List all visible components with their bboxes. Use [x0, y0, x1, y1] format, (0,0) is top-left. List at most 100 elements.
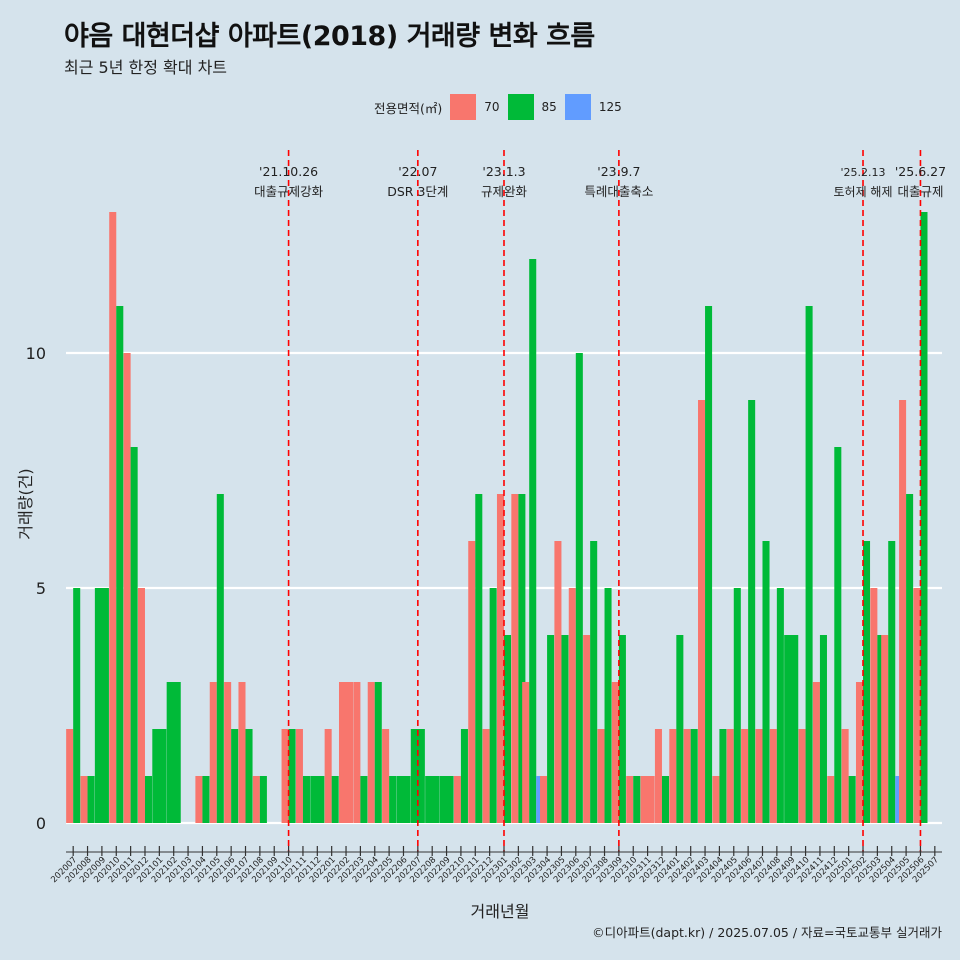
bar-70-202506 [913, 588, 921, 823]
bar-85-202406 [748, 400, 756, 823]
bar-85-202404 [719, 729, 727, 823]
bar-70-202405 [726, 729, 734, 823]
event-date-label: '23.1.3 [482, 164, 525, 179]
bar-70-202304 [540, 776, 548, 823]
bar-85-202403 [705, 306, 713, 823]
bar-85-202107 [245, 729, 253, 823]
bar-70-202011 [123, 353, 131, 823]
bar-85-202111 [302, 776, 310, 823]
y-axis-title: 거래량(건) [16, 468, 35, 540]
bar-70-202007 [66, 729, 74, 823]
bar-85-202501 [848, 776, 856, 823]
bar-70-202311 [640, 776, 655, 823]
bar-70-202305 [554, 541, 562, 823]
bar-70-202503 [870, 588, 878, 823]
legend-label-125: 125 [598, 100, 622, 114]
bar-70-202205 [382, 729, 390, 823]
chart-subtitle: 최근 5년 한정 확대 차트 [64, 58, 228, 77]
bar-70-202412 [827, 776, 835, 823]
bar-85-202112 [310, 776, 325, 823]
bar-85-202308 [604, 588, 612, 823]
bar-85-202102 [166, 682, 181, 823]
bar-70-202306 [568, 588, 576, 823]
bar-70-202212 [482, 729, 490, 823]
bar-85-202303 [529, 259, 537, 823]
legend-title: 전용면적(㎡) [374, 100, 443, 116]
bar-70-202107 [238, 682, 246, 823]
bar-125-202303 [536, 776, 544, 823]
bar-85-202012 [144, 776, 153, 823]
legend-label-85: 85 [541, 100, 557, 114]
legend-label-70: 70 [484, 100, 500, 114]
bar-70-202104 [195, 776, 203, 823]
x-axis-title: 거래년월 [470, 902, 530, 921]
bar-70-202505 [899, 400, 907, 823]
bar-70-202406 [741, 729, 749, 823]
bar-85-202410 [805, 306, 813, 823]
bar-85-202205 [389, 776, 397, 823]
bar-85-202312 [661, 776, 670, 823]
bar-70-202204 [367, 682, 375, 823]
bar-125-202504 [895, 776, 903, 823]
bars [66, 212, 928, 823]
bar-85-202009 [94, 588, 109, 823]
bar-85-202204 [374, 682, 382, 823]
bar-70-202502 [855, 682, 864, 823]
bar-70-202410 [798, 729, 806, 823]
bar-85-202201 [331, 776, 339, 823]
bar-85-202010 [116, 306, 124, 823]
bar-70-202012 [137, 588, 145, 823]
bar-70-202309 [611, 682, 619, 823]
bar-70-202008 [80, 776, 88, 823]
bar-70-202404 [712, 776, 720, 823]
bar-85-202101 [152, 729, 167, 823]
bar-85-202407 [762, 541, 770, 823]
legend-item-70: 70 [450, 94, 500, 120]
bar-70-202403 [698, 400, 706, 823]
bar-70-202203 [353, 682, 361, 823]
bar-85-202007 [73, 588, 81, 823]
event-date-label: '21.10.26 [259, 164, 318, 179]
bar-85-202212 [489, 588, 497, 823]
bar-85-202310 [633, 776, 641, 823]
bar-70-202411 [812, 682, 820, 823]
bar-70-202108 [252, 776, 260, 823]
bar-85-202208 [425, 776, 440, 823]
y-tick-label: 0 [36, 814, 46, 833]
caption: ©디아파트(dapt.kr) / 2025.07.05 / 자료=국토교통부 실… [592, 925, 942, 940]
event-name-label: 대출규제 [897, 184, 943, 199]
bar-85-202504 [888, 541, 896, 823]
bar-85-202206 [396, 776, 411, 823]
bar-70-202210 [453, 776, 461, 823]
bar-70-202312 [654, 729, 662, 823]
bar-85-202408 [776, 588, 784, 823]
bar-85-202401 [676, 635, 684, 823]
chart-title: 야음 대현더샵 아파트(2018) 거래량 변화 흐름 [64, 21, 595, 52]
event-lines: '21.10.26 대출규제강화 '22.07 DSR 3단계 '23.1.3 규제완화 '… [254, 150, 946, 852]
event-name-label: 대출규제강화 [254, 184, 324, 199]
bar-70-202111 [295, 729, 303, 823]
bar-85-202106 [231, 729, 239, 823]
bar-70-202310 [626, 776, 634, 823]
bar-70-202307 [583, 635, 591, 823]
bar-85-202411 [819, 635, 827, 823]
bar-85-202302 [518, 494, 526, 823]
y-tick-label: 5 [36, 579, 46, 598]
bar-85-202209 [439, 776, 454, 823]
bar-70-202301 [496, 494, 504, 823]
bar-85-202011 [130, 447, 138, 823]
bar-85-202210 [460, 729, 468, 823]
bar-85-202412 [834, 447, 842, 823]
bar-85-202301 [504, 635, 512, 823]
bar-70-202402 [683, 729, 691, 823]
bar-70-202106 [224, 682, 232, 823]
legend-key-85 [507, 94, 534, 120]
event-name-label: DSR 3단계 [387, 184, 448, 199]
event-name-label: 토허제 해제 [834, 185, 893, 199]
bar-85-202405 [733, 588, 741, 823]
event-date-label: '25.6.27 [895, 164, 946, 179]
bar-70-202303 [522, 682, 530, 823]
bar-85-202305 [561, 635, 569, 823]
legend-item-85: 85 [507, 94, 557, 120]
legend: 전용면적(㎡) 70 85 125 [374, 92, 630, 122]
